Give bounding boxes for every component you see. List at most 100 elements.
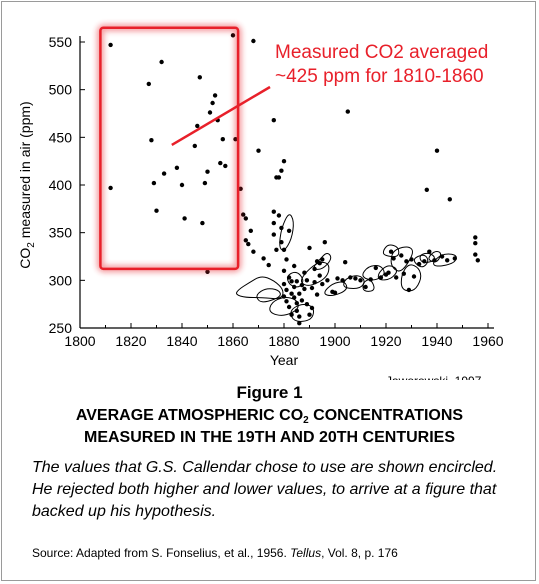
data-point bbox=[174, 165, 180, 170]
data-point bbox=[146, 81, 151, 87]
source-prefix: Source: Adapted from S. Fonselius, et al… bbox=[32, 546, 291, 560]
data-point bbox=[473, 241, 478, 246]
data-point bbox=[304, 302, 310, 307]
circled-group bbox=[269, 296, 299, 316]
data-point bbox=[309, 285, 315, 291]
data-point bbox=[195, 123, 200, 129]
data-point bbox=[345, 109, 350, 114]
data-point bbox=[279, 240, 284, 245]
co2-scatter-chart: 1800 1820 1840 1860 1880 1900 1920 1940 1960 250 3… bbox=[17, 24, 504, 380]
data-point bbox=[223, 163, 228, 169]
data-point bbox=[149, 138, 154, 143]
circled-group bbox=[400, 264, 422, 292]
circled-group bbox=[301, 261, 330, 286]
x-tick-label: 1900 bbox=[319, 333, 350, 349]
data-point bbox=[409, 257, 414, 262]
data-point bbox=[279, 168, 284, 173]
data-point bbox=[353, 276, 358, 281]
circled-group bbox=[428, 251, 442, 263]
y-tick-label: 350 bbox=[49, 225, 73, 241]
data-point bbox=[416, 261, 422, 267]
data-point bbox=[279, 225, 284, 231]
data-point bbox=[271, 220, 276, 226]
data-point bbox=[386, 270, 391, 275]
circled-group bbox=[382, 244, 400, 258]
data-point bbox=[294, 308, 299, 313]
circled-group bbox=[419, 252, 435, 263]
data-point bbox=[289, 279, 294, 284]
x-tick-label: 1880 bbox=[268, 333, 299, 349]
data-point bbox=[197, 75, 202, 80]
data-point bbox=[312, 266, 317, 272]
data-point bbox=[230, 33, 236, 38]
data-point bbox=[218, 160, 223, 166]
data-point bbox=[179, 182, 185, 188]
data-point bbox=[292, 263, 297, 269]
data-point bbox=[281, 247, 287, 252]
data-point bbox=[312, 280, 317, 285]
data-point bbox=[294, 301, 299, 306]
y-tick-label: 250 bbox=[49, 320, 73, 336]
data-point bbox=[424, 187, 429, 192]
data-point bbox=[207, 110, 213, 115]
data-point bbox=[307, 245, 312, 251]
x-tick-label: 1960 bbox=[472, 333, 503, 349]
data-point bbox=[108, 42, 113, 48]
data-point bbox=[445, 258, 450, 263]
x-tick-label: 1800 bbox=[64, 333, 95, 349]
annotation-line-2: ~425 ppm for 1810-1860 bbox=[275, 66, 484, 87]
data-point bbox=[358, 278, 363, 283]
figure-headline-line-1: AVERAGE ATMOSPHERIC CO2 CONCENTRATIONS bbox=[0, 405, 539, 428]
source-journal: Tellus bbox=[290, 546, 322, 560]
data-point bbox=[322, 240, 327, 245]
data-point bbox=[289, 312, 294, 317]
data-point bbox=[243, 238, 248, 243]
data-point bbox=[294, 279, 299, 284]
data-point bbox=[401, 271, 406, 276]
data-point bbox=[314, 292, 320, 297]
data-point bbox=[299, 298, 305, 303]
data-point bbox=[192, 143, 197, 149]
data-point bbox=[406, 287, 412, 293]
y-tick-label: 300 bbox=[49, 272, 73, 288]
data-point bbox=[399, 253, 404, 258]
axes: 1800 1820 1840 1860 1880 1900 1920 1940 1960 250 3… bbox=[17, 34, 504, 380]
data-point bbox=[292, 295, 297, 300]
data-point bbox=[281, 159, 287, 164]
circled-group bbox=[313, 253, 332, 270]
y-axis-title: CO2 measured in air (ppm) bbox=[17, 101, 37, 268]
data-points bbox=[108, 33, 480, 326]
data-point bbox=[320, 257, 325, 262]
y-axis-title-rest: measured in air (ppm) bbox=[17, 101, 33, 242]
data-point bbox=[297, 314, 302, 319]
data-point bbox=[108, 185, 113, 191]
data-point bbox=[447, 197, 452, 202]
data-point bbox=[284, 287, 289, 293]
data-point bbox=[151, 180, 157, 186]
data-point bbox=[434, 148, 440, 153]
data-point bbox=[302, 270, 307, 275]
headline-text-a: AVERAGE ATMOSPHERIC CO bbox=[75, 407, 304, 424]
data-point bbox=[299, 282, 305, 288]
data-point bbox=[394, 275, 399, 280]
data-point bbox=[388, 249, 394, 254]
figure-description: The values that G.S. Callendar chose to … bbox=[32, 459, 498, 520]
data-point bbox=[243, 216, 248, 221]
data-point bbox=[266, 262, 271, 268]
y-tick-label: 500 bbox=[49, 82, 73, 98]
data-point bbox=[220, 137, 225, 142]
data-point bbox=[202, 180, 208, 186]
data-point bbox=[404, 259, 409, 264]
data-point bbox=[304, 278, 310, 283]
data-point bbox=[271, 209, 276, 214]
data-point bbox=[281, 268, 287, 273]
annotation-line-1: Measured CO2 averaged bbox=[275, 42, 488, 63]
data-point bbox=[286, 228, 292, 233]
data-point bbox=[286, 275, 292, 280]
data-point bbox=[317, 261, 322, 266]
data-point bbox=[368, 277, 373, 282]
y-tick-label: 450 bbox=[49, 129, 73, 145]
data-point bbox=[473, 235, 478, 240]
annotation-pointer bbox=[171, 85, 271, 147]
data-point bbox=[276, 213, 282, 218]
